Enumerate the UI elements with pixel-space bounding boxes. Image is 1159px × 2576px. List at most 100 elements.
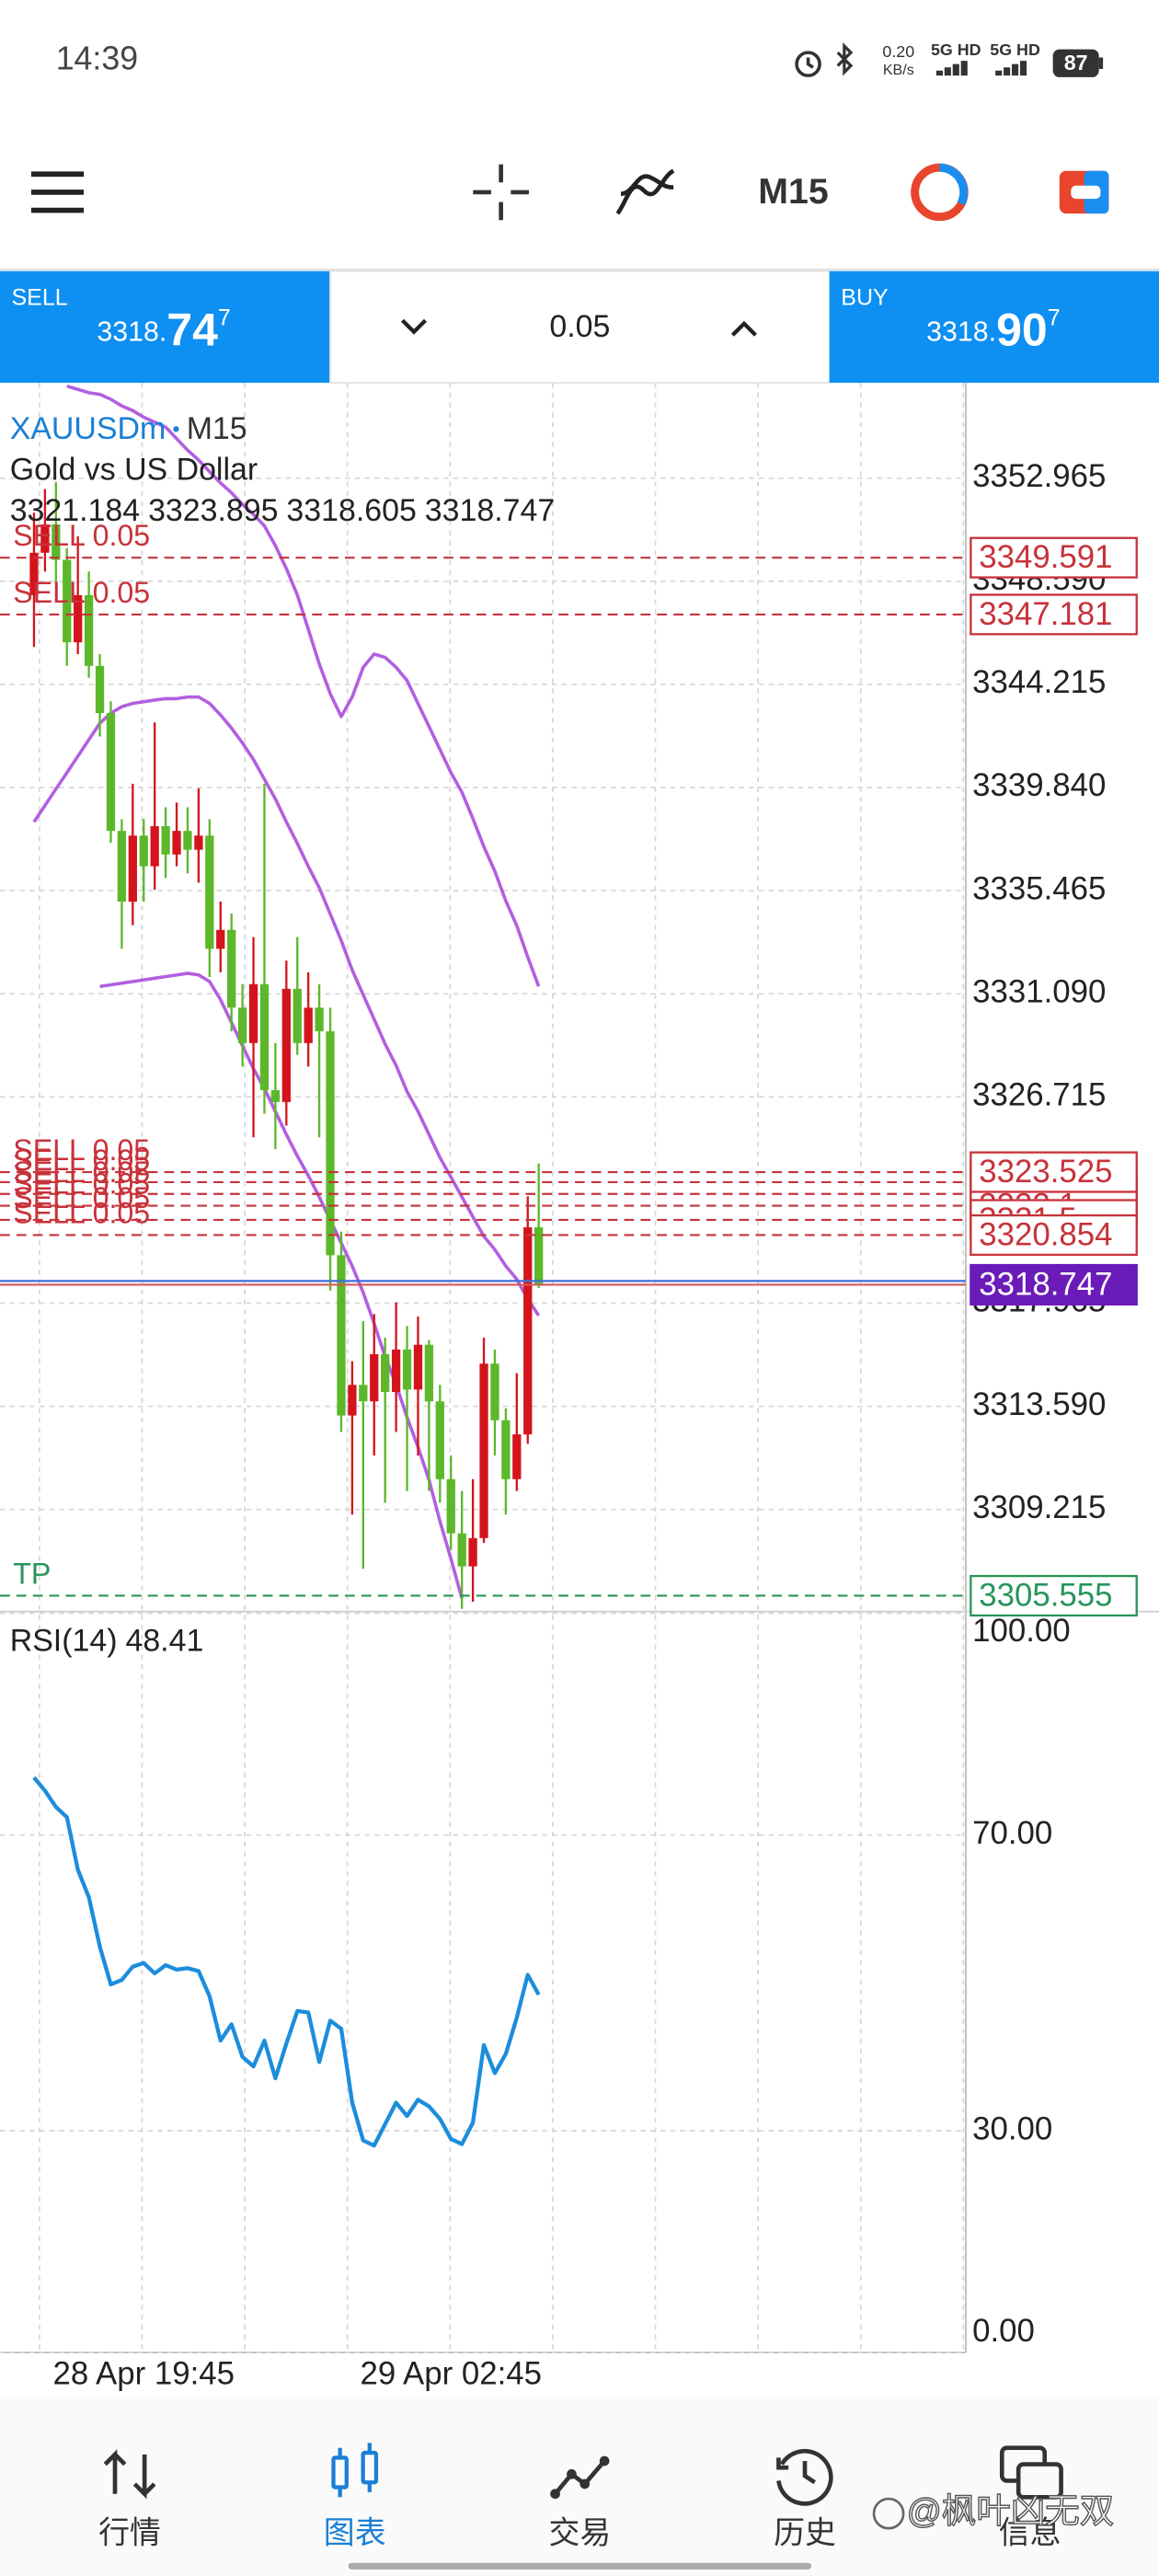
nav-label[interactable]: 历史 bbox=[774, 2515, 836, 2550]
bluetooth-icon bbox=[836, 42, 854, 76]
nav-label[interactable]: 图表 bbox=[324, 2515, 386, 2550]
signal-label: 5G HD bbox=[931, 40, 981, 59]
candle-body bbox=[490, 1363, 499, 1420]
order-price: 3347.181 bbox=[979, 596, 1112, 632]
ohlc-info: 3321.184 3323.895 3318.605 3318.747 bbox=[10, 493, 555, 528]
candle-body bbox=[194, 835, 203, 850]
candle-body bbox=[304, 1007, 313, 1043]
order-price: 3349.591 bbox=[979, 539, 1112, 575]
candle-body bbox=[413, 1344, 423, 1390]
y-tick-label: 3344.215 bbox=[972, 664, 1106, 700]
candle-body bbox=[237, 1007, 247, 1043]
take-profit-price: 3305.555 bbox=[979, 1577, 1112, 1613]
order-price-box bbox=[970, 1213, 1138, 1257]
buy-button[interactable]: BUY 3318.907 bbox=[829, 270, 1159, 384]
order-price-box bbox=[970, 1151, 1138, 1193]
y-tick-label: 3313.590 bbox=[972, 1386, 1106, 1422]
y-tick-label: 3339.840 bbox=[972, 767, 1106, 803]
y-tick-label: 3309.215 bbox=[972, 1489, 1106, 1525]
gesture-bar bbox=[348, 2562, 812, 2570]
candle-body bbox=[128, 835, 137, 903]
clock: 14:39 bbox=[56, 40, 138, 77]
nav-icon-chart[interactable] bbox=[331, 2443, 379, 2498]
ohlc-open: 3321.184 bbox=[10, 493, 140, 528]
price-big: 90 bbox=[996, 305, 1048, 356]
net-speed: 0.20 bbox=[882, 42, 914, 61]
candle-body bbox=[259, 983, 270, 1091]
candle-body bbox=[501, 1420, 511, 1479]
buy-background bbox=[829, 270, 1159, 384]
nav-icon-history[interactable] bbox=[776, 2448, 833, 2506]
rsi-header: RSI(14) 48.41 bbox=[10, 1624, 204, 1659]
y-tick-label: 0.00 bbox=[972, 2313, 1035, 2349]
separator: • bbox=[172, 417, 179, 441]
candle-body bbox=[293, 988, 302, 1043]
price-sup: 7 bbox=[218, 305, 231, 330]
nav-icon-trade[interactable] bbox=[550, 2455, 610, 2500]
symbol-line: XAUUSDm • M15 bbox=[10, 411, 247, 446]
candle-body bbox=[281, 988, 291, 1102]
current-price-box bbox=[970, 1263, 1138, 1306]
indicator-line bbox=[32, 695, 541, 1317]
candle-body bbox=[457, 1533, 466, 1567]
trade-button[interactable] bbox=[911, 163, 969, 222]
candle-body bbox=[534, 1227, 544, 1285]
candle-body bbox=[326, 1030, 335, 1256]
volume-up[interactable] bbox=[730, 320, 757, 337]
timeframe-button[interactable]: M15 bbox=[758, 171, 828, 212]
ohlc-high: 3323.895 bbox=[148, 493, 278, 528]
nav-icon-messages[interactable] bbox=[999, 2445, 1063, 2500]
indicators-button[interactable] bbox=[615, 168, 675, 215]
buy-label: BUY bbox=[841, 285, 889, 311]
x-tick-label: 29 Apr 02:45 bbox=[361, 2355, 542, 2391]
candle-body bbox=[183, 831, 192, 850]
rsi-title: RSI(14) bbox=[10, 1624, 118, 1659]
candle-body bbox=[479, 1363, 488, 1538]
order-price: 3320.854 bbox=[979, 1216, 1112, 1252]
price-big: 74 bbox=[166, 305, 218, 356]
sell-button[interactable]: SELL 3318.747 bbox=[0, 270, 330, 384]
price-head: 3318. bbox=[97, 317, 166, 348]
current-price: 3318.747 bbox=[979, 1266, 1112, 1302]
signal-bars bbox=[995, 61, 1027, 76]
candle-body bbox=[446, 1478, 455, 1534]
indicator-line bbox=[99, 972, 464, 1599]
order-label: SELL 0.05 bbox=[13, 1197, 150, 1230]
crosshair-button[interactable] bbox=[473, 164, 530, 221]
nav-label[interactable]: 行情 bbox=[98, 2515, 161, 2550]
status-bar: 14:39 0.20 KB/s 5G HD 5G HD 87 bbox=[56, 40, 1104, 78]
order-price-box bbox=[970, 536, 1138, 579]
y-tick-label: 3335.465 bbox=[972, 870, 1106, 906]
price-head: 3318. bbox=[926, 317, 996, 348]
volume[interactable]: 0.05 bbox=[549, 309, 610, 344]
order-price-box bbox=[970, 593, 1138, 636]
candle-body bbox=[29, 552, 39, 595]
candle-body bbox=[52, 524, 61, 560]
description: Gold vs US Dollar bbox=[10, 452, 258, 487]
net-unit: KB/s bbox=[883, 62, 914, 78]
indicator-line bbox=[66, 384, 541, 987]
take-profit-price-box bbox=[970, 1574, 1138, 1617]
order-label: SELL 0.05 bbox=[13, 1181, 150, 1214]
one-click-button[interactable] bbox=[1059, 170, 1109, 214]
watermark: @枫叶凶无双 bbox=[907, 2491, 1115, 2530]
candle-body bbox=[391, 1349, 401, 1392]
volume-down[interactable] bbox=[400, 318, 428, 335]
nav-labels: 行情 图表 交易 历史 信息 bbox=[98, 2515, 1061, 2550]
sell-background bbox=[0, 270, 330, 384]
order-price: 3323.525 bbox=[979, 1154, 1112, 1190]
alarm-icon bbox=[795, 51, 821, 77]
candle-body bbox=[248, 983, 258, 1043]
price-sup: 7 bbox=[1048, 305, 1061, 330]
nav-icon-quotes[interactable] bbox=[103, 2449, 156, 2500]
menu-button[interactable] bbox=[30, 171, 85, 213]
ohlc-close: 3318.747 bbox=[425, 493, 555, 528]
take-profit-label: TP bbox=[13, 1558, 51, 1591]
candle-body bbox=[172, 831, 181, 855]
y-tick-label: 3326.715 bbox=[972, 1077, 1106, 1113]
nav-label[interactable]: 信息 bbox=[999, 2515, 1061, 2550]
y-tick-label: 3352.965 bbox=[972, 458, 1106, 494]
nav-label[interactable]: 交易 bbox=[548, 2515, 611, 2550]
